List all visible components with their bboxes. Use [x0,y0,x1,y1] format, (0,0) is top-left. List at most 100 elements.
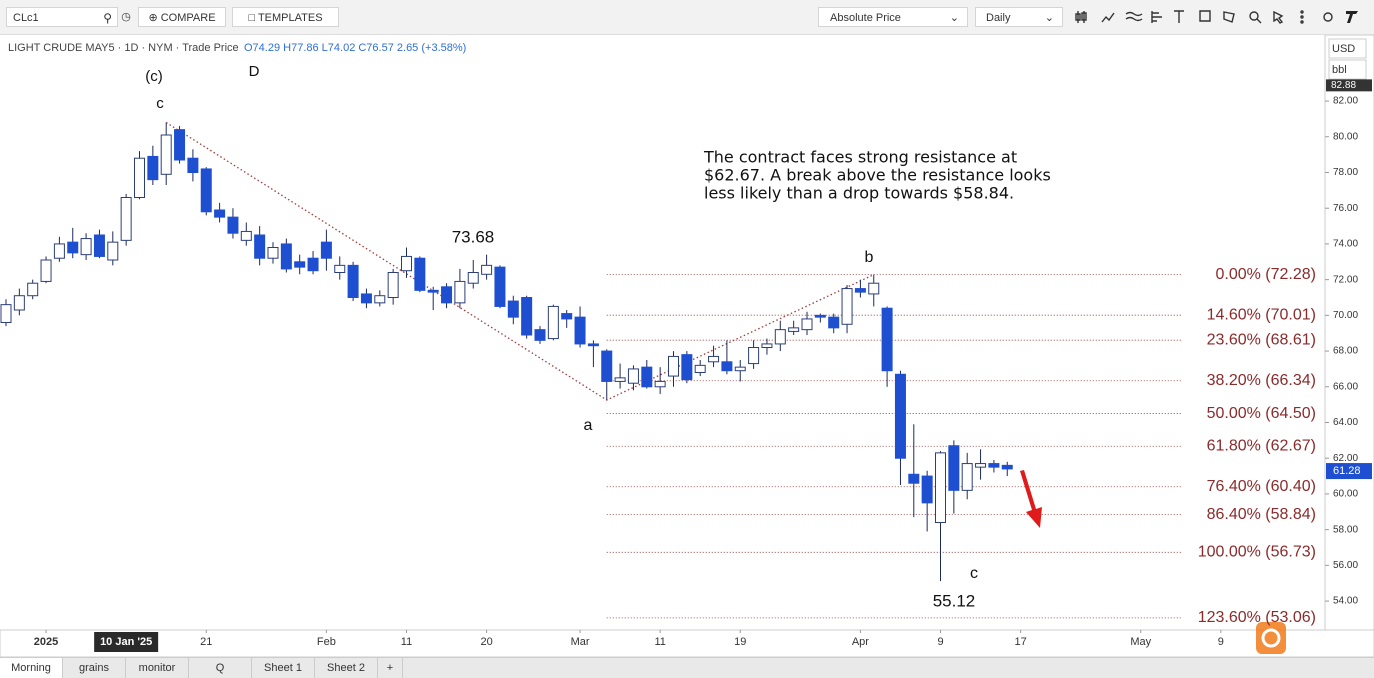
ohlc-label: O74.29 H77.86 L74.02 C76.57 2.65 (+3.58%… [244,42,466,54]
templates-label: TEMPLATES [257,12,323,24]
x-tick-label: 11 [654,636,665,648]
x-tick-label: 19 [734,636,746,648]
candle-body [107,241,119,261]
candle-body [828,316,840,329]
candle-body [13,295,25,311]
x-tick-label: Feb [317,636,336,648]
fib-label: 14.60% (70.01) [1207,306,1316,323]
candle-body [788,327,800,332]
fib-label: 23.60% (68.61) [1207,331,1316,348]
candle-body [654,380,666,388]
candle-body [881,307,893,372]
candle-body [721,361,733,372]
candle-body [427,289,439,293]
candle-body [160,134,172,175]
candle-body [547,305,559,340]
candle-body [761,343,773,348]
y-tick-label: 74.00 [1333,239,1358,250]
currency-select[interactable] [1328,38,1367,59]
y-tick-label: 68.00 [1333,346,1358,357]
candle-body [93,234,105,257]
candle-body [240,230,252,241]
candle-body [935,452,946,524]
symbol: CLc1 [13,12,39,24]
price-axis [1324,35,1374,631]
sheet-tab[interactable]: + [378,658,403,678]
y-tick-label: 66.00 [1333,381,1358,392]
candle-body [854,288,866,293]
candle-body [748,347,760,365]
candle-body [134,157,145,198]
y-tick-label: 80.00 [1333,131,1358,142]
candle-body [414,257,426,291]
sheet-tab[interactable]: Morning [0,658,63,678]
interval: Daily [986,12,1011,24]
fib-label: 86.40% (58.84) [1207,506,1316,523]
price-mode-select[interactable]: Absolute Price ⌄ [818,7,968,27]
sheet-tab[interactable]: monitor [126,658,189,678]
toolbar: CLc1 ⚲ ◷ ⊕ COMPARE □ TEMPLATES Absolute P… [0,0,1374,35]
wave-annotation: D [249,63,260,80]
interval-select[interactable]: Daily ⌄ [975,7,1063,27]
y-tick-label: 78.00 [1333,167,1358,178]
candle-body [841,288,853,325]
candle-body [574,316,586,345]
candle-body [374,295,386,304]
time-axis [0,629,1374,657]
candle-body [214,209,226,218]
x-tick-label: 9 [937,636,943,648]
price-mode: Absolute Price [830,12,901,24]
candle-body [254,234,266,259]
candle-body [507,300,519,318]
templates-button[interactable]: □ TEMPLATES [232,7,339,27]
candle-body [53,243,65,259]
unit-select[interactable] [1328,59,1367,80]
candle-body [441,286,453,304]
wave-annotation: c [970,565,978,582]
forecast-arrow [1020,470,1042,528]
fib-label: 61.80% (62.67) [1207,437,1316,454]
legend-title: LIGHT CRUDE MAY5 · 1D · NYM · Trade Pric… [8,42,239,54]
x-tick-label: 10 Jan '25 [100,636,152,648]
candle-body [454,280,466,304]
compare-button[interactable]: ⊕ COMPARE [138,7,226,27]
currency: USD [1332,43,1355,55]
sheet-tab[interactable]: Sheet 1 [252,658,315,678]
x-tick-label: 11 [401,636,412,648]
x-tick-label: 20 [480,636,492,648]
candle-body [801,318,813,331]
candle-body [614,377,626,382]
y-tick-label: 54.00 [1333,596,1358,607]
fib-label: 38.20% (66.34) [1207,372,1316,389]
plot-area [0,35,1325,630]
sheet-tab[interactable]: Sheet 2 [315,658,378,678]
candle-body [975,463,987,468]
symbol-search[interactable]: CLc1 ⚲ [6,7,118,27]
candle-body [587,343,599,347]
candle-body [627,368,639,384]
candle-body [494,266,506,307]
candle-body [187,157,199,173]
candle-body [601,350,613,382]
fib-label: 0.00% (72.28) [1215,266,1316,283]
sheet-tab[interactable]: Q [189,658,252,678]
candle-body [894,373,906,459]
chart: LIGHT CRUDE MAY5 · 1D · NYM · Trade Pric… [0,35,1374,657]
clock-icon[interactable]: ◷ [121,11,131,23]
tool-icons[interactable] [1070,8,1370,26]
candle-body [734,366,746,372]
sheet-tab[interactable]: grains [63,658,126,678]
candle-body [668,355,679,377]
candle-body [307,257,319,272]
unit: bbl [1332,64,1347,76]
candle-body [708,355,720,363]
candle-body [360,293,372,304]
candle-body [481,264,493,275]
candle-body [294,261,306,268]
y-tick-label: 60.00 [1333,489,1358,500]
y-tick-label: 58.00 [1333,524,1358,535]
candle-body [347,264,359,299]
candle-body [27,282,39,297]
candle-body [387,272,399,298]
